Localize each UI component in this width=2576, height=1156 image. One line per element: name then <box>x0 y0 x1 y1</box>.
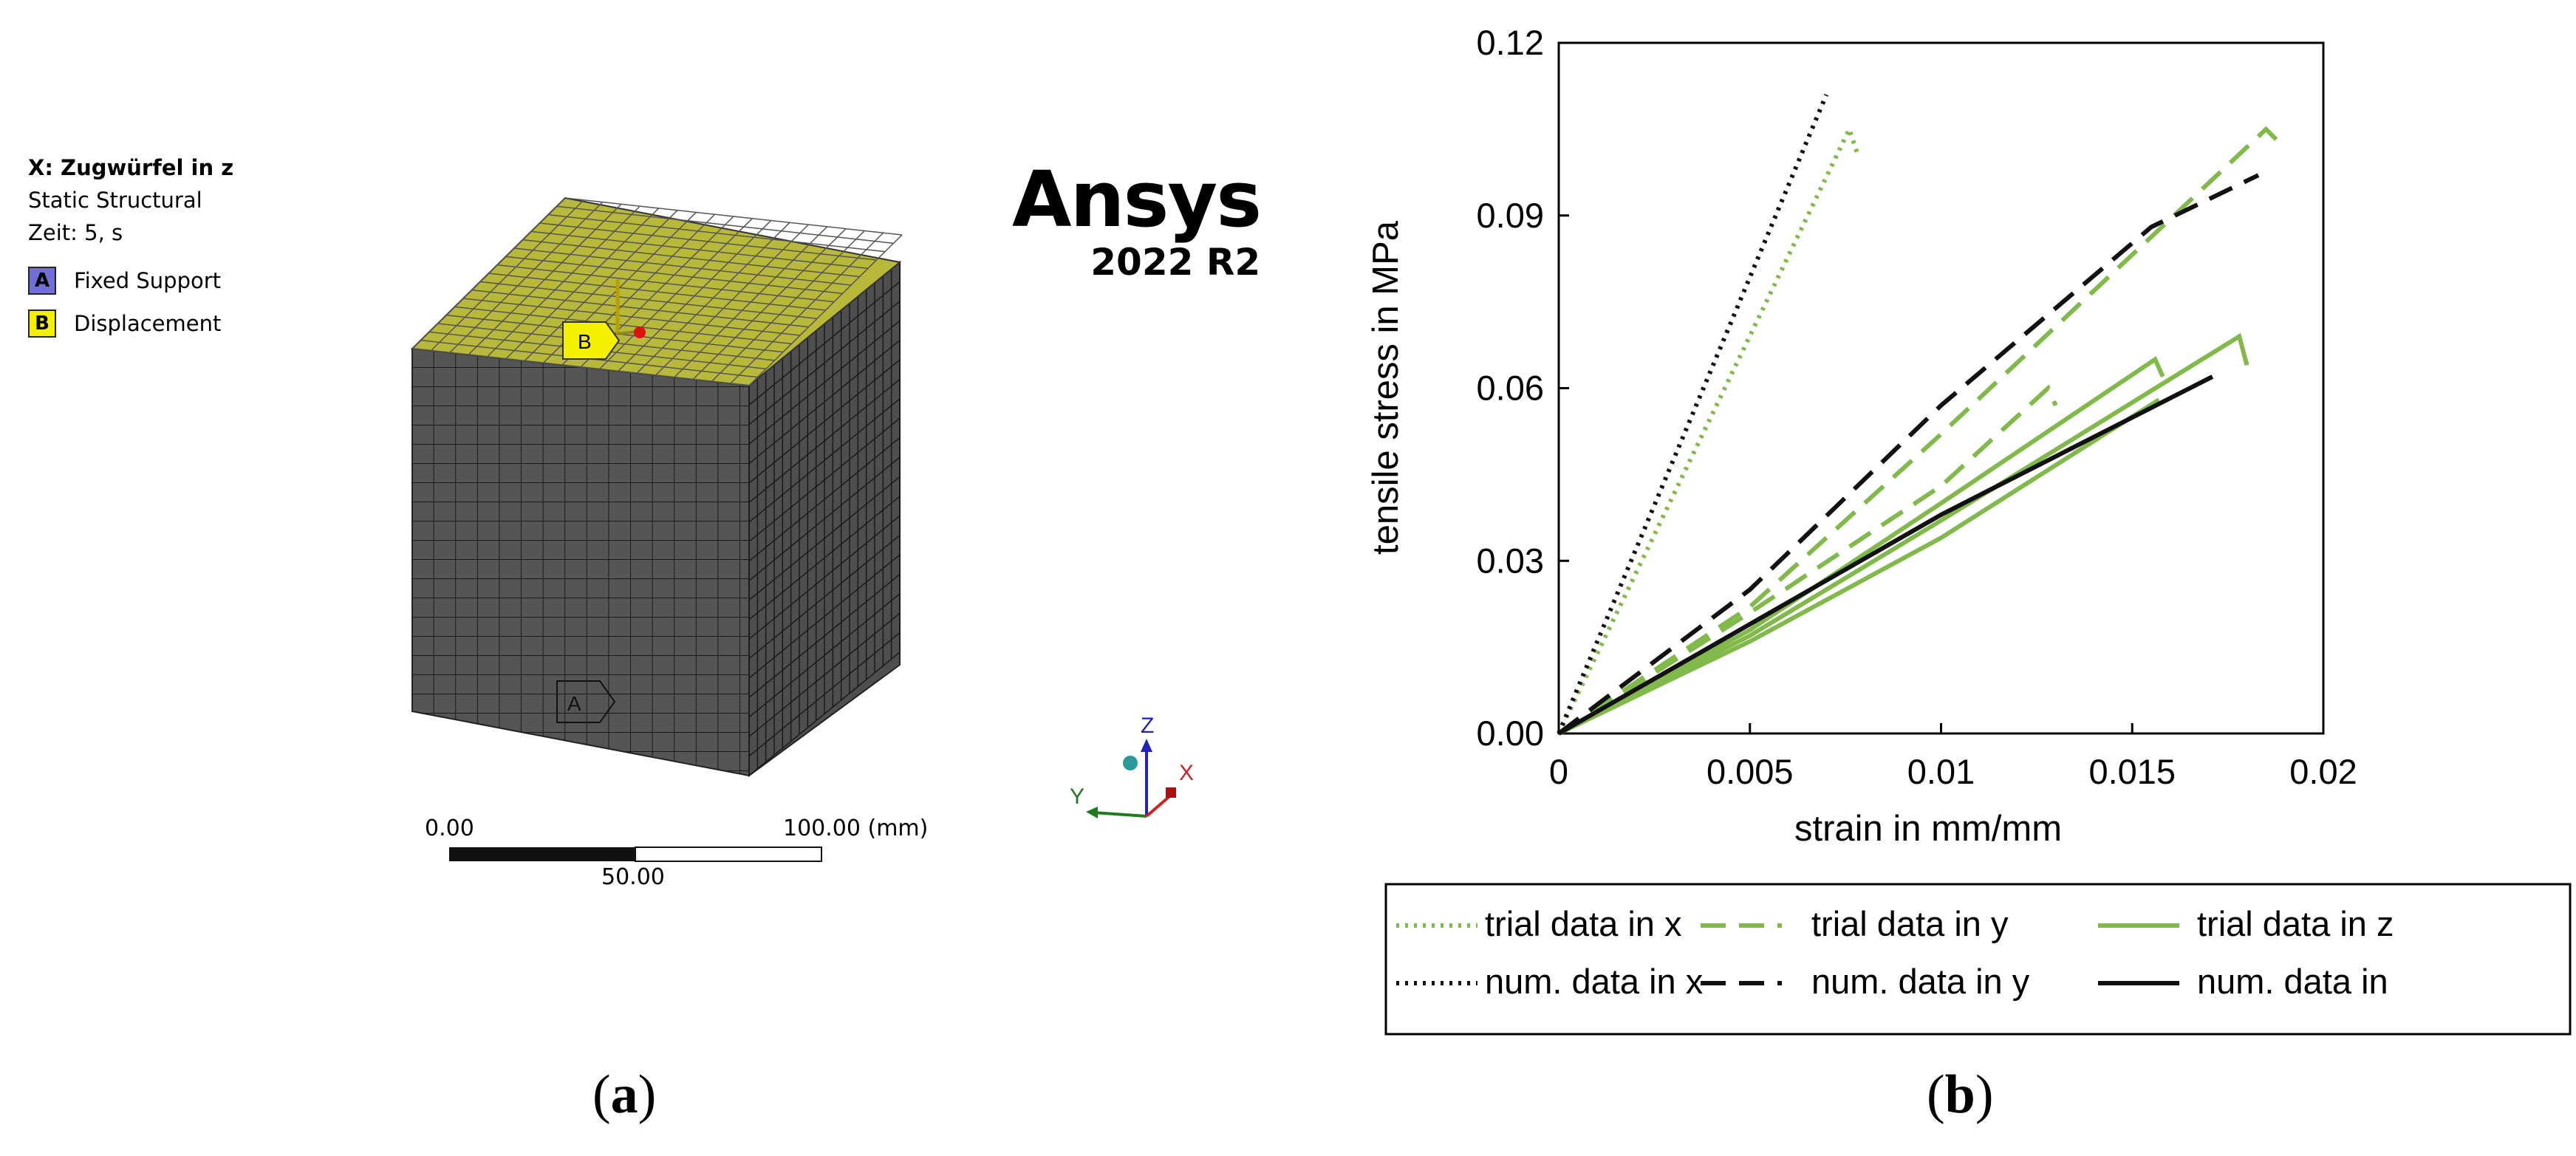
series-line-trial-data-in-x <box>1557 123 1859 735</box>
right-mesh-line <box>748 359 901 484</box>
caption-a: (a) <box>592 1064 657 1125</box>
series-line-trial-data-in-z <box>1557 332 2249 736</box>
right-mesh-line <box>748 612 901 737</box>
right-mesh-line <box>748 515 901 640</box>
series-line-num-data-in <box>1557 374 2214 736</box>
x-tick-label: 0.02 <box>2289 752 2357 791</box>
right-mesh-line <box>748 573 901 698</box>
caption-b: (b) <box>1927 1064 1994 1125</box>
scale-bar-white <box>635 847 822 862</box>
right-mesh-line <box>748 456 901 581</box>
legend-label: trial data in z <box>2197 904 2394 943</box>
right-mesh-line <box>748 496 901 620</box>
top-mesh-line <box>539 222 877 261</box>
triad-y-axis <box>1093 811 1147 818</box>
triad-z-label: Z <box>1141 714 1154 738</box>
x-tick-label: 0.005 <box>1706 752 1794 791</box>
scale-end-label: 100.00 (mm) <box>783 815 929 841</box>
panel-a-ansys-model: X: Zugwürfel in z Static Structural Zeit… <box>28 151 1262 1125</box>
triad-x-label: X <box>1179 761 1194 785</box>
top-mesh-line <box>748 234 903 386</box>
model-title: X: Zugwürfel in z <box>28 155 234 180</box>
right-mesh-line <box>748 398 901 523</box>
legend-label: trial data in x <box>1485 904 1681 943</box>
cube-right-grid <box>748 261 901 776</box>
right-mesh-line <box>748 651 901 776</box>
mesh-cube: B A Z Y X <box>410 196 1194 862</box>
y-tick-label: 0.12 <box>1477 23 1544 62</box>
right-mesh-line <box>748 340 901 465</box>
panel-b-chart: 0 0.005 0.01 0.015 0.02 0.00 0.03 0.06 0.09 0.12 … <box>1315 0 2576 1152</box>
triad-z-arrowhead <box>1141 739 1152 752</box>
right-mesh-line <box>748 378 901 503</box>
y-tick-label: 0.00 <box>1477 714 1544 753</box>
plot-area-frame <box>1557 41 2325 735</box>
top-mesh-line <box>547 213 886 253</box>
legend-label: num. data in <box>2197 962 2388 1001</box>
x-tick-label: 0.01 <box>1907 752 1975 791</box>
top-mesh-line <box>711 230 865 382</box>
legend-item-displacement: B Displacement <box>28 302 233 345</box>
right-mesh-line <box>748 554 901 679</box>
fixed-support-label: Fixed Support <box>74 268 222 293</box>
right-mesh-line <box>748 301 901 425</box>
displacement-marker <box>562 321 621 360</box>
series-line-trial-data-in-y <box>1557 126 2280 736</box>
triad-x-box <box>1166 787 1176 798</box>
right-mesh-line <box>748 281 901 406</box>
brand-version: 2022 R2 <box>1090 241 1261 284</box>
caption-b-letter: b <box>1944 1064 1975 1125</box>
chart-legend-box <box>1384 883 2572 1036</box>
top-mesh-line <box>730 232 884 384</box>
y-axis-label: tensile stress in MPa <box>1366 220 1406 555</box>
series-line-trial-data-in-z <box>1557 397 2161 736</box>
fixed-support-marker <box>556 680 616 723</box>
scale-start-label: 0.00 <box>425 815 474 841</box>
right-mesh-line <box>748 593 901 718</box>
caption-a-letter: a <box>610 1064 638 1125</box>
top-mesh-line <box>564 197 903 236</box>
series-line-num-data-in-y <box>1557 173 2260 736</box>
brand-name: Ansys <box>1012 154 1262 244</box>
time-label: Zeit: 5, s <box>28 220 123 245</box>
triad-y-arrowhead <box>1086 807 1098 818</box>
legend-item-fixed-support: A Fixed Support <box>28 259 233 302</box>
legend-label: num. data in x <box>1485 962 1703 1001</box>
scale-bar-black <box>449 847 635 861</box>
ansys-logo: Ansys 2022 R2 <box>1012 154 1262 284</box>
legend-label: num. data in y <box>1811 962 2030 1001</box>
triad-y-label: Y <box>1070 784 1084 809</box>
y-tick-label: 0.09 <box>1477 196 1544 235</box>
right-mesh-line <box>748 417 901 542</box>
right-mesh-line <box>748 476 901 601</box>
series-line-trial-data-in-z <box>1557 356 2165 736</box>
cube-top-grid <box>411 197 903 386</box>
x-axis-label: strain in mm/mm <box>1794 809 2062 849</box>
fixed-support-marker-label: A <box>567 692 581 715</box>
x-tick-label: 0 <box>1549 752 1568 791</box>
stress-strain-chart: 0 0.005 0.01 0.015 0.020.000.030.060.090.12 … <box>1366 23 2572 1036</box>
triad-origin-ball <box>1123 756 1138 770</box>
right-mesh-line <box>748 437 901 562</box>
x-tick-label: 0.015 <box>2088 752 2176 791</box>
displacement-label: Displacement <box>74 311 222 336</box>
displacement-point <box>634 326 646 338</box>
fixed-support-badge: A <box>28 267 56 295</box>
scale-mid-label: 50.00 <box>601 864 665 890</box>
legend-label: trial data in y <box>1811 904 2009 943</box>
y-tick-label: 0.03 <box>1477 541 1544 580</box>
y-tick-label: 0.06 <box>1477 369 1544 408</box>
top-mesh-line <box>556 205 894 244</box>
series-line-num-data-in-x <box>1557 93 1829 735</box>
displacement-badge: B <box>28 309 56 338</box>
model-legend: X: Zugwürfel in z Static Structural Zeit… <box>28 151 233 345</box>
displacement-marker-label: B <box>578 330 592 353</box>
analysis-type: Static Structural <box>28 188 202 213</box>
right-mesh-line <box>748 320 901 445</box>
right-mesh-line <box>748 535 901 660</box>
right-mesh-line <box>748 632 901 757</box>
